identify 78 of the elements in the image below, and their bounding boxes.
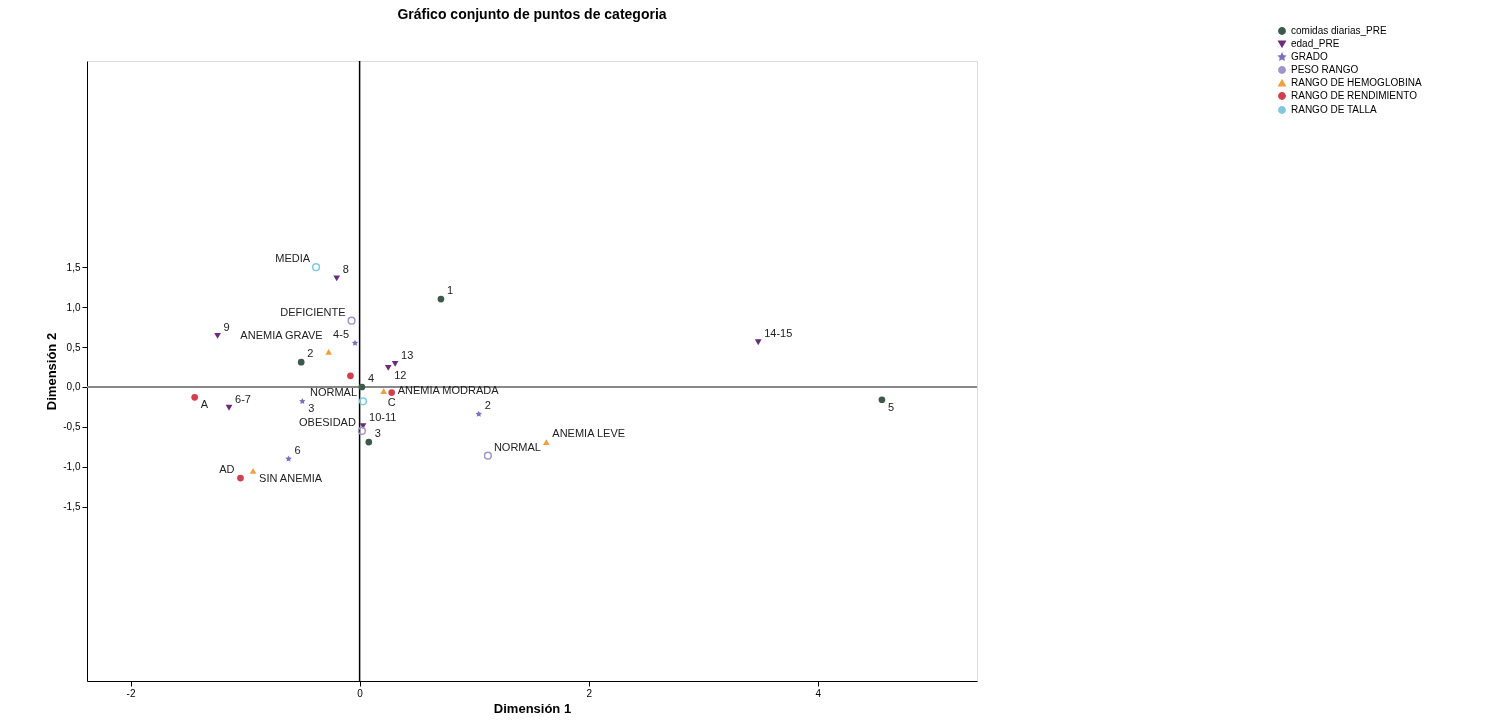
- y-tick-label: 0,0: [66, 381, 81, 393]
- point: [237, 474, 244, 482]
- point: [380, 388, 388, 394]
- x-tick-label: 4: [815, 687, 822, 699]
- annotation: ANEMIA LEVE: [552, 427, 626, 440]
- annotation: MEDIA: [275, 252, 311, 265]
- annotation: 6-7: [235, 392, 251, 405]
- point: [249, 467, 257, 474]
- legend-label: RANGO DE TALLA: [1291, 104, 1378, 115]
- point: [483, 451, 492, 460]
- annotation: C: [387, 395, 396, 408]
- annotation: A: [200, 398, 209, 411]
- y-tick-label: 1,0: [66, 301, 81, 313]
- y-axis-title: Dimensión 2: [44, 332, 60, 411]
- point: [475, 410, 482, 417]
- annotation: 3: [374, 427, 381, 440]
- y-tick-label: 1,5: [66, 261, 81, 273]
- point: [325, 348, 333, 355]
- annotation: 12: [394, 368, 407, 381]
- annotation: 4: [367, 371, 375, 384]
- x-axis-title: Dimensión 1: [493, 700, 572, 716]
- annotation: DEFICIENTE: [280, 305, 346, 318]
- point: [357, 426, 367, 436]
- legend-label: edad_PRE: [1291, 38, 1340, 49]
- point: [358, 383, 366, 391]
- point: [391, 360, 399, 367]
- annotation: OBESIDAD: [299, 415, 356, 428]
- annotation: 4-5: [333, 328, 350, 341]
- annotation: 1: [446, 284, 454, 297]
- point: [388, 389, 396, 396]
- legend-label: GRADO: [1291, 51, 1328, 62]
- y-tick-label: -1,5: [63, 501, 81, 513]
- chart-title: Gráfico conjunto de puntos de categoria: [397, 6, 667, 22]
- point: [347, 372, 354, 380]
- point: [754, 339, 762, 346]
- point: [214, 332, 221, 339]
- annotation: 3: [308, 402, 315, 415]
- x-tick-label: 2: [586, 687, 593, 699]
- annotation: 14-15: [764, 327, 793, 340]
- point: [347, 316, 356, 325]
- point: [333, 275, 341, 282]
- point: [359, 423, 367, 430]
- point: [365, 438, 373, 446]
- point: [351, 339, 359, 346]
- point: [299, 398, 306, 405]
- legend-label: RANGO DE HEMOGLOBINA: [1291, 77, 1422, 88]
- y-tick-label: -0,5: [63, 421, 81, 433]
- point: [384, 364, 392, 371]
- annotation: 8: [342, 263, 349, 276]
- annotation: NORMAL: [493, 440, 541, 453]
- point: [225, 404, 233, 411]
- annotation: 2: [484, 399, 491, 412]
- point: [358, 397, 368, 406]
- point: [285, 455, 292, 462]
- point: [437, 295, 445, 303]
- annotation: AD: [219, 463, 235, 476]
- annotation: SIN ANEMIA: [259, 471, 323, 484]
- point: [297, 358, 305, 366]
- x-tick-label: 0: [357, 687, 364, 699]
- annotation: 9: [223, 320, 230, 333]
- point: [878, 396, 886, 404]
- point: [311, 263, 321, 272]
- annotation: 2: [307, 347, 314, 360]
- y-tick-label: -1,0: [63, 461, 81, 473]
- annotation: ANEMIA MODRADA: [397, 383, 500, 396]
- annotation: 5: [887, 400, 895, 413]
- annotation: 10-11: [369, 411, 397, 424]
- y-tick-label: 0,5: [66, 341, 81, 353]
- legend-label: RANGO DE RENDIMIENTO: [1291, 90, 1418, 101]
- x-tick-label: -2: [126, 687, 136, 699]
- annotation: 6: [294, 443, 301, 456]
- annotation: ANEMIA GRAVE: [240, 328, 323, 341]
- point: [542, 439, 550, 446]
- annotation: 13: [401, 348, 414, 361]
- annotation: NORMAL: [309, 386, 358, 399]
- legend-label: PESO RANGO: [1291, 64, 1359, 75]
- legend-label: comidas diarias_PRE: [1291, 25, 1387, 36]
- point: [191, 394, 199, 401]
